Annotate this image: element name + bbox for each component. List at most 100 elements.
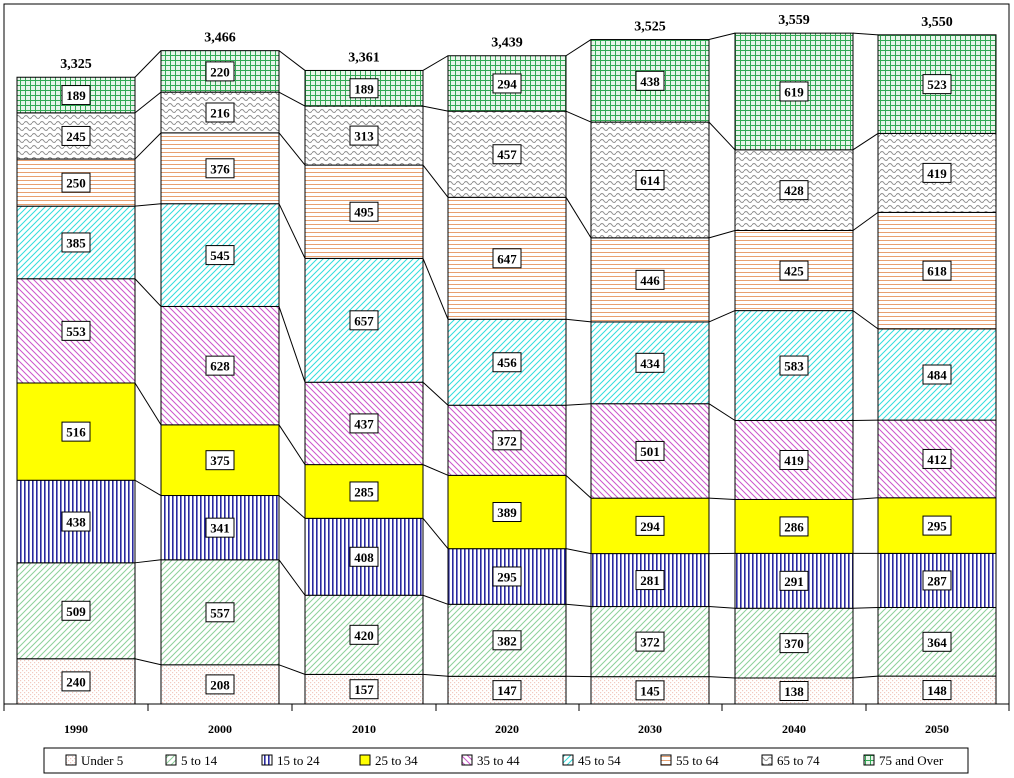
connector-line [278, 203, 306, 259]
legend: Under 5 5 to 14 15 to 24 25 to 34 35 to 44 45… [43, 747, 969, 774]
data-label-box [922, 260, 952, 281]
legend-label-25-to-34: 25 to 34 [375, 753, 418, 768]
data-label-box [635, 70, 665, 91]
data-label-box [61, 232, 91, 253]
data-label-55-to-64-2020: 647 [497, 251, 517, 266]
connector-line [278, 559, 306, 596]
connector-line [708, 310, 736, 323]
data-label-5-to-14-2040: 370 [784, 636, 804, 651]
data-label-5-to-14-2050: 364 [927, 635, 947, 650]
data-label-box [635, 631, 665, 652]
data-label-box [349, 125, 379, 146]
connector-line [278, 664, 306, 675]
connector-line [134, 50, 162, 78]
data-label-15-to-24-2040: 291 [784, 574, 804, 589]
data-label-box [779, 355, 809, 376]
data-label-55-to-64-2040: 425 [784, 264, 804, 279]
connector-line [134, 203, 162, 207]
data-label-box [492, 248, 522, 269]
data-label-15-to-24-2000: 341 [210, 521, 230, 536]
legend-swatch-5-to-14 [165, 754, 177, 766]
connector-line [422, 258, 449, 320]
data-label-box [779, 680, 809, 701]
data-label-box [205, 61, 235, 82]
connector-line [278, 50, 306, 71]
connector-line [422, 594, 449, 605]
connector-line [565, 548, 592, 555]
data-label-45-to-54-2030: 434 [640, 356, 660, 371]
connector-line [278, 132, 306, 166]
data-label-box [205, 602, 235, 623]
connector-line [565, 110, 592, 123]
connector-line [278, 495, 306, 519]
data-label-box [779, 260, 809, 281]
data-label-box [349, 679, 379, 700]
data-label-box [349, 201, 379, 222]
data-label-box [492, 144, 522, 165]
data-label-box [61, 421, 91, 442]
connector-line [134, 559, 162, 564]
data-label-box [922, 631, 952, 652]
data-label-box [779, 633, 809, 654]
data-label-25-to-34-2040: 286 [784, 519, 804, 534]
data-label-box [492, 352, 522, 373]
connector-line [278, 424, 306, 465]
data-label-box [205, 102, 235, 123]
connector-line [134, 382, 162, 426]
data-label-box [635, 515, 665, 536]
data-label-box [205, 450, 235, 471]
connector-line [708, 403, 736, 421]
data-labels: 240 509 438 516 553 385 250 245 189 3,325 208 557 34… [60, 13, 953, 701]
data-label-75-and-over-2030: 438 [640, 74, 660, 89]
data-label-55-to-64-2030: 446 [640, 273, 660, 288]
data-label-25-to-34-2030: 294 [640, 519, 660, 534]
legend-label-35-to-44: 35 to 44 [477, 753, 520, 768]
data-label-box [922, 448, 952, 469]
connector-line [422, 381, 449, 406]
x-tick-label-1990: 1990 [64, 722, 88, 736]
data-label-75-and-over-2010: 189 [354, 81, 374, 96]
data-label-box [61, 125, 91, 146]
data-label-box [922, 364, 952, 385]
data-label-box [349, 413, 379, 434]
data-label-65-to-74-2040: 428 [784, 183, 804, 198]
data-label-box [349, 78, 379, 99]
data-label-15-to-24-2050: 287 [927, 573, 947, 588]
connector-line [134, 91, 162, 114]
total-label-1990: 3,325 [60, 57, 92, 72]
data-label-45-to-54-2050: 484 [927, 368, 947, 383]
data-label-35-to-44-2040: 419 [784, 453, 804, 468]
data-label-box [922, 74, 952, 95]
data-label-25-to-34-1990: 516 [66, 425, 86, 440]
connector-line [708, 230, 736, 239]
data-label-box [349, 624, 379, 645]
total-label-2000: 3,466 [204, 31, 236, 46]
bar-segment-55-to-64-2020 [447, 196, 567, 320]
data-label-box [349, 546, 379, 567]
connector-line [565, 39, 592, 57]
data-label-box [61, 600, 91, 621]
data-label-box [349, 481, 379, 502]
connector-line [422, 55, 449, 71]
data-label-box [205, 517, 235, 538]
data-label-75-and-over-2050: 523 [927, 77, 947, 92]
data-label-35-to-44-2000: 628 [210, 359, 230, 374]
connector-line [278, 306, 306, 383]
data-label-25-to-34-2020: 389 [497, 505, 517, 520]
data-label-5-to-14-2020: 382 [497, 633, 517, 648]
connector-lines [134, 32, 879, 679]
legend-label-55-to-64: 55 to 64 [676, 753, 719, 768]
data-label-5-to-14-2030: 372 [640, 635, 660, 650]
data-label-box [492, 502, 522, 523]
data-label-65-to-74-2030: 614 [640, 173, 660, 188]
connector-line [708, 676, 736, 679]
data-label-35-to-44-2050: 412 [927, 452, 947, 467]
data-label-box [492, 566, 522, 587]
legend-box [43, 747, 969, 774]
legend-swatch-15-to-24 [261, 754, 273, 766]
connector-line [565, 403, 592, 406]
connector-line [422, 673, 449, 677]
legend-swatch-45-to-54 [562, 754, 574, 766]
connector-line [565, 197, 592, 239]
data-label-35-to-44-2030: 501 [640, 444, 660, 459]
